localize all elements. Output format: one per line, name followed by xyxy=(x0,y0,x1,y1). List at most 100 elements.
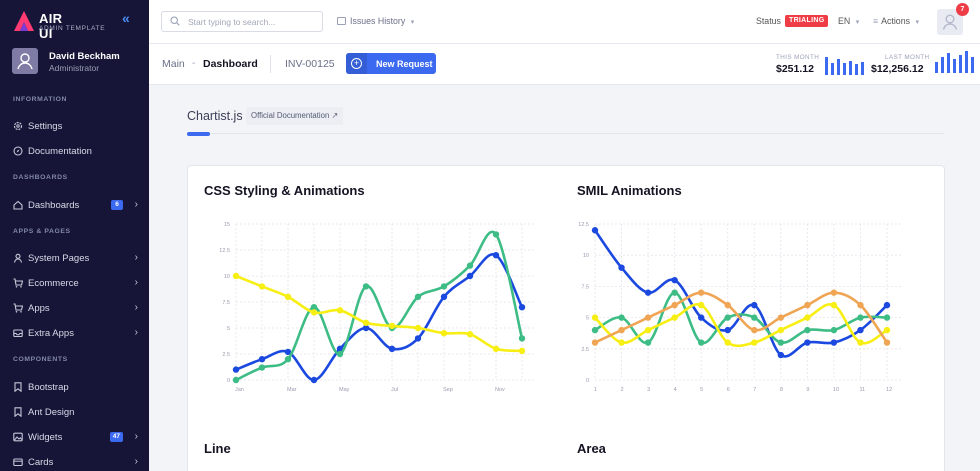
sidebar-item-widgets[interactable]: Widgets 47 › xyxy=(13,431,138,447)
data-point xyxy=(883,301,891,309)
sidebar-item-dashboards[interactable]: Dashboards 6 › xyxy=(13,199,138,215)
y-tick-label: 0 xyxy=(227,378,230,384)
data-point xyxy=(440,330,448,337)
charts-card: CSS Styling & Animations SMIL Animations… xyxy=(187,165,945,471)
data-point xyxy=(830,289,838,296)
actions-dropdown[interactable]: ≡ Actions ▾ xyxy=(873,16,919,26)
sidebar-item-label: Extra Apps xyxy=(28,328,74,339)
sidebar-item-documentation[interactable]: Documentation xyxy=(13,145,138,161)
new-request-label: New Request xyxy=(376,59,433,69)
chevron-down-icon: ▾ xyxy=(855,19,860,26)
language-label: EN xyxy=(838,16,851,26)
sidebar-item-bootstrap[interactable]: Bootstrap xyxy=(13,381,138,397)
card-title-smil: SMIL Animations xyxy=(577,183,682,198)
sidebar-item-cards[interactable]: Cards › xyxy=(13,456,138,471)
collapse-sidebar-icon[interactable]: « xyxy=(122,10,130,26)
language-dropdown[interactable]: EN ▾ xyxy=(838,16,859,26)
x-tick-label: 9 xyxy=(806,387,809,393)
x-tick-label: May xyxy=(339,387,350,393)
data-point xyxy=(697,301,705,309)
sidebar-item-label: Documentation xyxy=(28,146,92,157)
section-apps-pages: APPS & PAGES xyxy=(13,228,71,235)
section-components: COMPONENTS xyxy=(13,356,68,363)
topbar: Issues History ▾ Status TRIALING EN ▾ ≡A… xyxy=(149,0,980,44)
bookmark-icon xyxy=(14,407,22,417)
data-point xyxy=(883,326,891,334)
section-information: INFORMATION xyxy=(13,96,68,103)
chevron-right-icon: › xyxy=(134,199,138,210)
x-tick-label: 3 xyxy=(647,387,650,393)
search-box[interactable] xyxy=(161,11,323,32)
sidebar-item-system-pages[interactable]: System Pages › xyxy=(13,252,138,268)
sidebar-item-ant-design[interactable]: Ant Design xyxy=(13,406,138,422)
data-point xyxy=(883,314,891,321)
user-avatar-icon xyxy=(17,53,33,70)
data-point xyxy=(414,293,422,300)
sidebar-item-settings[interactable]: Settings xyxy=(13,120,138,136)
plus-icon: + xyxy=(346,53,367,74)
data-point xyxy=(284,293,292,300)
data-point xyxy=(804,301,811,309)
brand-subtitle: ADMIN TEMPLATE xyxy=(39,25,106,32)
this-month-value: $251.12 xyxy=(776,63,814,75)
data-point xyxy=(830,326,838,334)
series-line xyxy=(234,253,524,382)
data-point xyxy=(336,350,344,358)
x-tick-label: 11 xyxy=(859,387,865,393)
x-tick-label: 8 xyxy=(780,387,783,393)
x-tick-label: Jan xyxy=(235,387,244,393)
data-point xyxy=(644,339,652,346)
chevron-down-icon: ▾ xyxy=(915,19,919,26)
cart-icon xyxy=(13,303,23,313)
brand-name: AIR UI xyxy=(39,11,63,41)
data-point xyxy=(284,348,292,356)
data-point xyxy=(751,326,758,334)
chevron-right-icon: › xyxy=(134,252,138,263)
section-dashboards: DASHBOARDS xyxy=(13,174,68,181)
y-tick-label: 12.5 xyxy=(578,222,589,228)
breadcrumb-main[interactable]: Main xyxy=(162,58,185,70)
data-point xyxy=(492,345,500,352)
y-tick-label: 7.5 xyxy=(222,300,230,306)
data-point xyxy=(697,339,705,346)
x-tick-label: 5 xyxy=(700,387,703,393)
sidebar-item-ecommerce[interactable]: Ecommerce › xyxy=(13,277,138,293)
chevron-right-icon: › xyxy=(134,431,138,442)
data-point xyxy=(466,331,474,338)
data-point xyxy=(414,335,422,342)
data-point xyxy=(751,301,758,309)
user-name: David Beckham xyxy=(49,51,120,62)
sidebar-item-label: Bootstrap xyxy=(28,382,69,393)
data-point xyxy=(697,289,705,296)
data-point xyxy=(644,289,652,296)
subheader: Main - Dashboard INV-00125 + New Request… xyxy=(149,44,980,85)
data-point xyxy=(857,339,864,346)
gear-icon xyxy=(13,121,23,131)
data-point xyxy=(830,301,838,309)
sidebar-item-label: Ecommerce xyxy=(28,278,79,289)
dashboards-count-badge: 6 xyxy=(111,200,123,210)
data-point xyxy=(618,326,625,334)
issues-history-dropdown[interactable]: Issues History ▾ xyxy=(337,16,414,26)
data-point xyxy=(362,283,370,290)
x-tick-label: Mar xyxy=(287,387,297,393)
new-request-button[interactable]: + New Request xyxy=(346,53,436,74)
y-tick-label: 12.5 xyxy=(219,248,230,254)
search-input[interactable] xyxy=(188,14,318,29)
sidebar-item-extra-apps[interactable]: Extra Apps › xyxy=(13,327,138,343)
data-point xyxy=(492,231,500,238)
data-point xyxy=(618,339,625,346)
inbox-icon xyxy=(13,329,23,338)
chevron-down-icon: ▾ xyxy=(410,19,415,26)
data-point xyxy=(724,339,731,346)
official-documentation-link[interactable]: Official Documentation ↗ xyxy=(246,107,343,125)
data-point xyxy=(724,301,731,309)
data-point xyxy=(857,301,864,309)
data-point xyxy=(804,326,811,334)
data-point xyxy=(644,314,652,321)
sidebar-item-apps[interactable]: Apps › xyxy=(13,302,138,318)
data-point xyxy=(388,345,396,352)
page-title: Chartist.js xyxy=(187,109,243,123)
x-tick-label: 10 xyxy=(833,387,839,393)
sidebar-item-label: Widgets xyxy=(28,432,63,443)
